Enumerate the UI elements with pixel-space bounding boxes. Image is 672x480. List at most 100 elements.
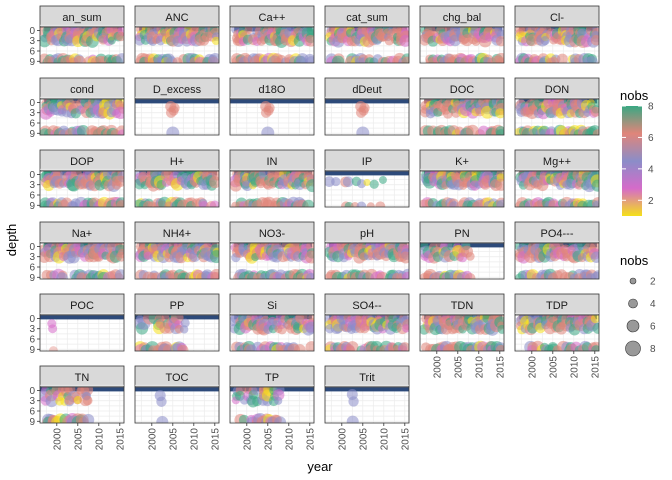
surface-band: [325, 99, 409, 104]
data-point: [305, 179, 314, 193]
panel-border: [134, 242, 220, 280]
facet-label: DOC: [450, 84, 475, 96]
points: [230, 171, 314, 207]
data-point: [591, 179, 599, 192]
data-point: [166, 126, 180, 135]
points: [515, 315, 599, 351]
facet-label: PN: [454, 228, 469, 240]
data-point: [346, 415, 359, 423]
points: [325, 27, 409, 63]
facet-panel: dDeut: [324, 77, 410, 136]
points: [420, 171, 504, 207]
x-tick-label: 2010: [379, 428, 390, 451]
facet-label: d18O: [259, 84, 286, 96]
data-point: [592, 322, 599, 334]
facet-label: IN: [267, 156, 278, 168]
y-tick-label: 0: [29, 26, 35, 37]
y-tick-label: 9: [29, 201, 35, 212]
panel-border: [134, 314, 220, 352]
data-point: [495, 344, 504, 351]
facet-label: POC: [70, 300, 94, 312]
points: [40, 243, 124, 279]
data-point: [540, 35, 550, 46]
facet-panel: TDN 2000 2005 2010 2015: [419, 293, 506, 379]
data-point: [331, 55, 345, 63]
points: [515, 171, 599, 207]
data-point: [211, 36, 219, 46]
y-tick-label: 0: [29, 386, 35, 397]
data-point: [156, 396, 167, 407]
x-tick-label: 2010: [569, 356, 580, 379]
data-point: [156, 415, 169, 423]
facet-label: D_excess: [153, 84, 202, 96]
data-point: [209, 250, 219, 264]
points: [420, 99, 504, 135]
data-point: [82, 395, 93, 406]
data-point: [305, 321, 314, 334]
points: [40, 315, 124, 351]
data-point: [115, 175, 124, 187]
y-tick-label: 9: [29, 417, 35, 428]
surface-band: [230, 99, 314, 104]
size-legend-title: nobs: [620, 253, 649, 268]
x-tick-label: 2000: [432, 356, 443, 379]
colorbar-tick-label: 4: [648, 164, 654, 175]
y-tick-label: 6: [29, 263, 35, 274]
facet-panel: chg_bal: [419, 5, 505, 64]
points: [135, 243, 219, 279]
y-tick-label: 6: [29, 47, 35, 58]
data-point: [401, 56, 409, 63]
x-axis-title: year: [307, 459, 333, 474]
facet-panel: IN: [229, 149, 315, 208]
data-point: [590, 315, 599, 324]
panel-border: [134, 386, 220, 424]
data-point: [114, 269, 124, 279]
surface-band: [135, 99, 219, 104]
facet-panel: Mg++: [514, 149, 600, 208]
facet-label: TDP: [546, 300, 568, 312]
size-legend-label: 6: [650, 322, 656, 333]
facet-label: cond: [70, 84, 94, 96]
facet-label: cat_sum: [346, 12, 388, 24]
points: [40, 171, 124, 207]
facet-label: chg_bal: [443, 12, 482, 24]
x-tick-label: 2010: [284, 428, 295, 451]
facet-label: TP: [265, 372, 279, 384]
panel-border: [229, 26, 315, 64]
y-tick-label: 9: [29, 129, 35, 140]
data-point: [73, 55, 86, 63]
data-point: [116, 31, 124, 42]
data-point: [369, 179, 379, 189]
x-tick-label: 2010: [189, 428, 200, 451]
facet-panel: PO4---: [514, 221, 600, 280]
facet-panel: D_excess: [134, 77, 220, 136]
facet-panel: Ca++: [229, 5, 315, 64]
data-point: [545, 128, 557, 135]
facet-label: dDeut: [352, 84, 381, 96]
y-tick-label: 3: [29, 396, 35, 407]
data-point: [117, 129, 124, 135]
data-point: [177, 344, 189, 351]
x-tick-label: 2010: [474, 356, 485, 379]
data-point: [495, 128, 504, 135]
facet-label: Ca++: [259, 12, 286, 24]
y-tick-label: 9: [29, 273, 35, 284]
size-legend-label: 4: [650, 299, 656, 310]
panel-border: [324, 26, 410, 64]
data-point: [295, 56, 308, 63]
points: [515, 99, 599, 135]
facet-panel: Si: [229, 293, 315, 352]
data-point: [497, 324, 504, 334]
data-point: [302, 199, 314, 207]
x-tick-label: 2005: [548, 356, 559, 379]
y-tick-label: 3: [29, 108, 35, 119]
facet-panel: pH: [324, 221, 410, 280]
y-tick-label: 3: [29, 324, 35, 335]
data-point: [585, 55, 598, 63]
data-point: [209, 176, 219, 189]
data-point: [244, 27, 253, 34]
facet-panel: TOC 2000 2005 2010 2015: [134, 365, 221, 451]
facet-label: TOC: [165, 372, 188, 384]
size-legend-key: [626, 319, 640, 333]
